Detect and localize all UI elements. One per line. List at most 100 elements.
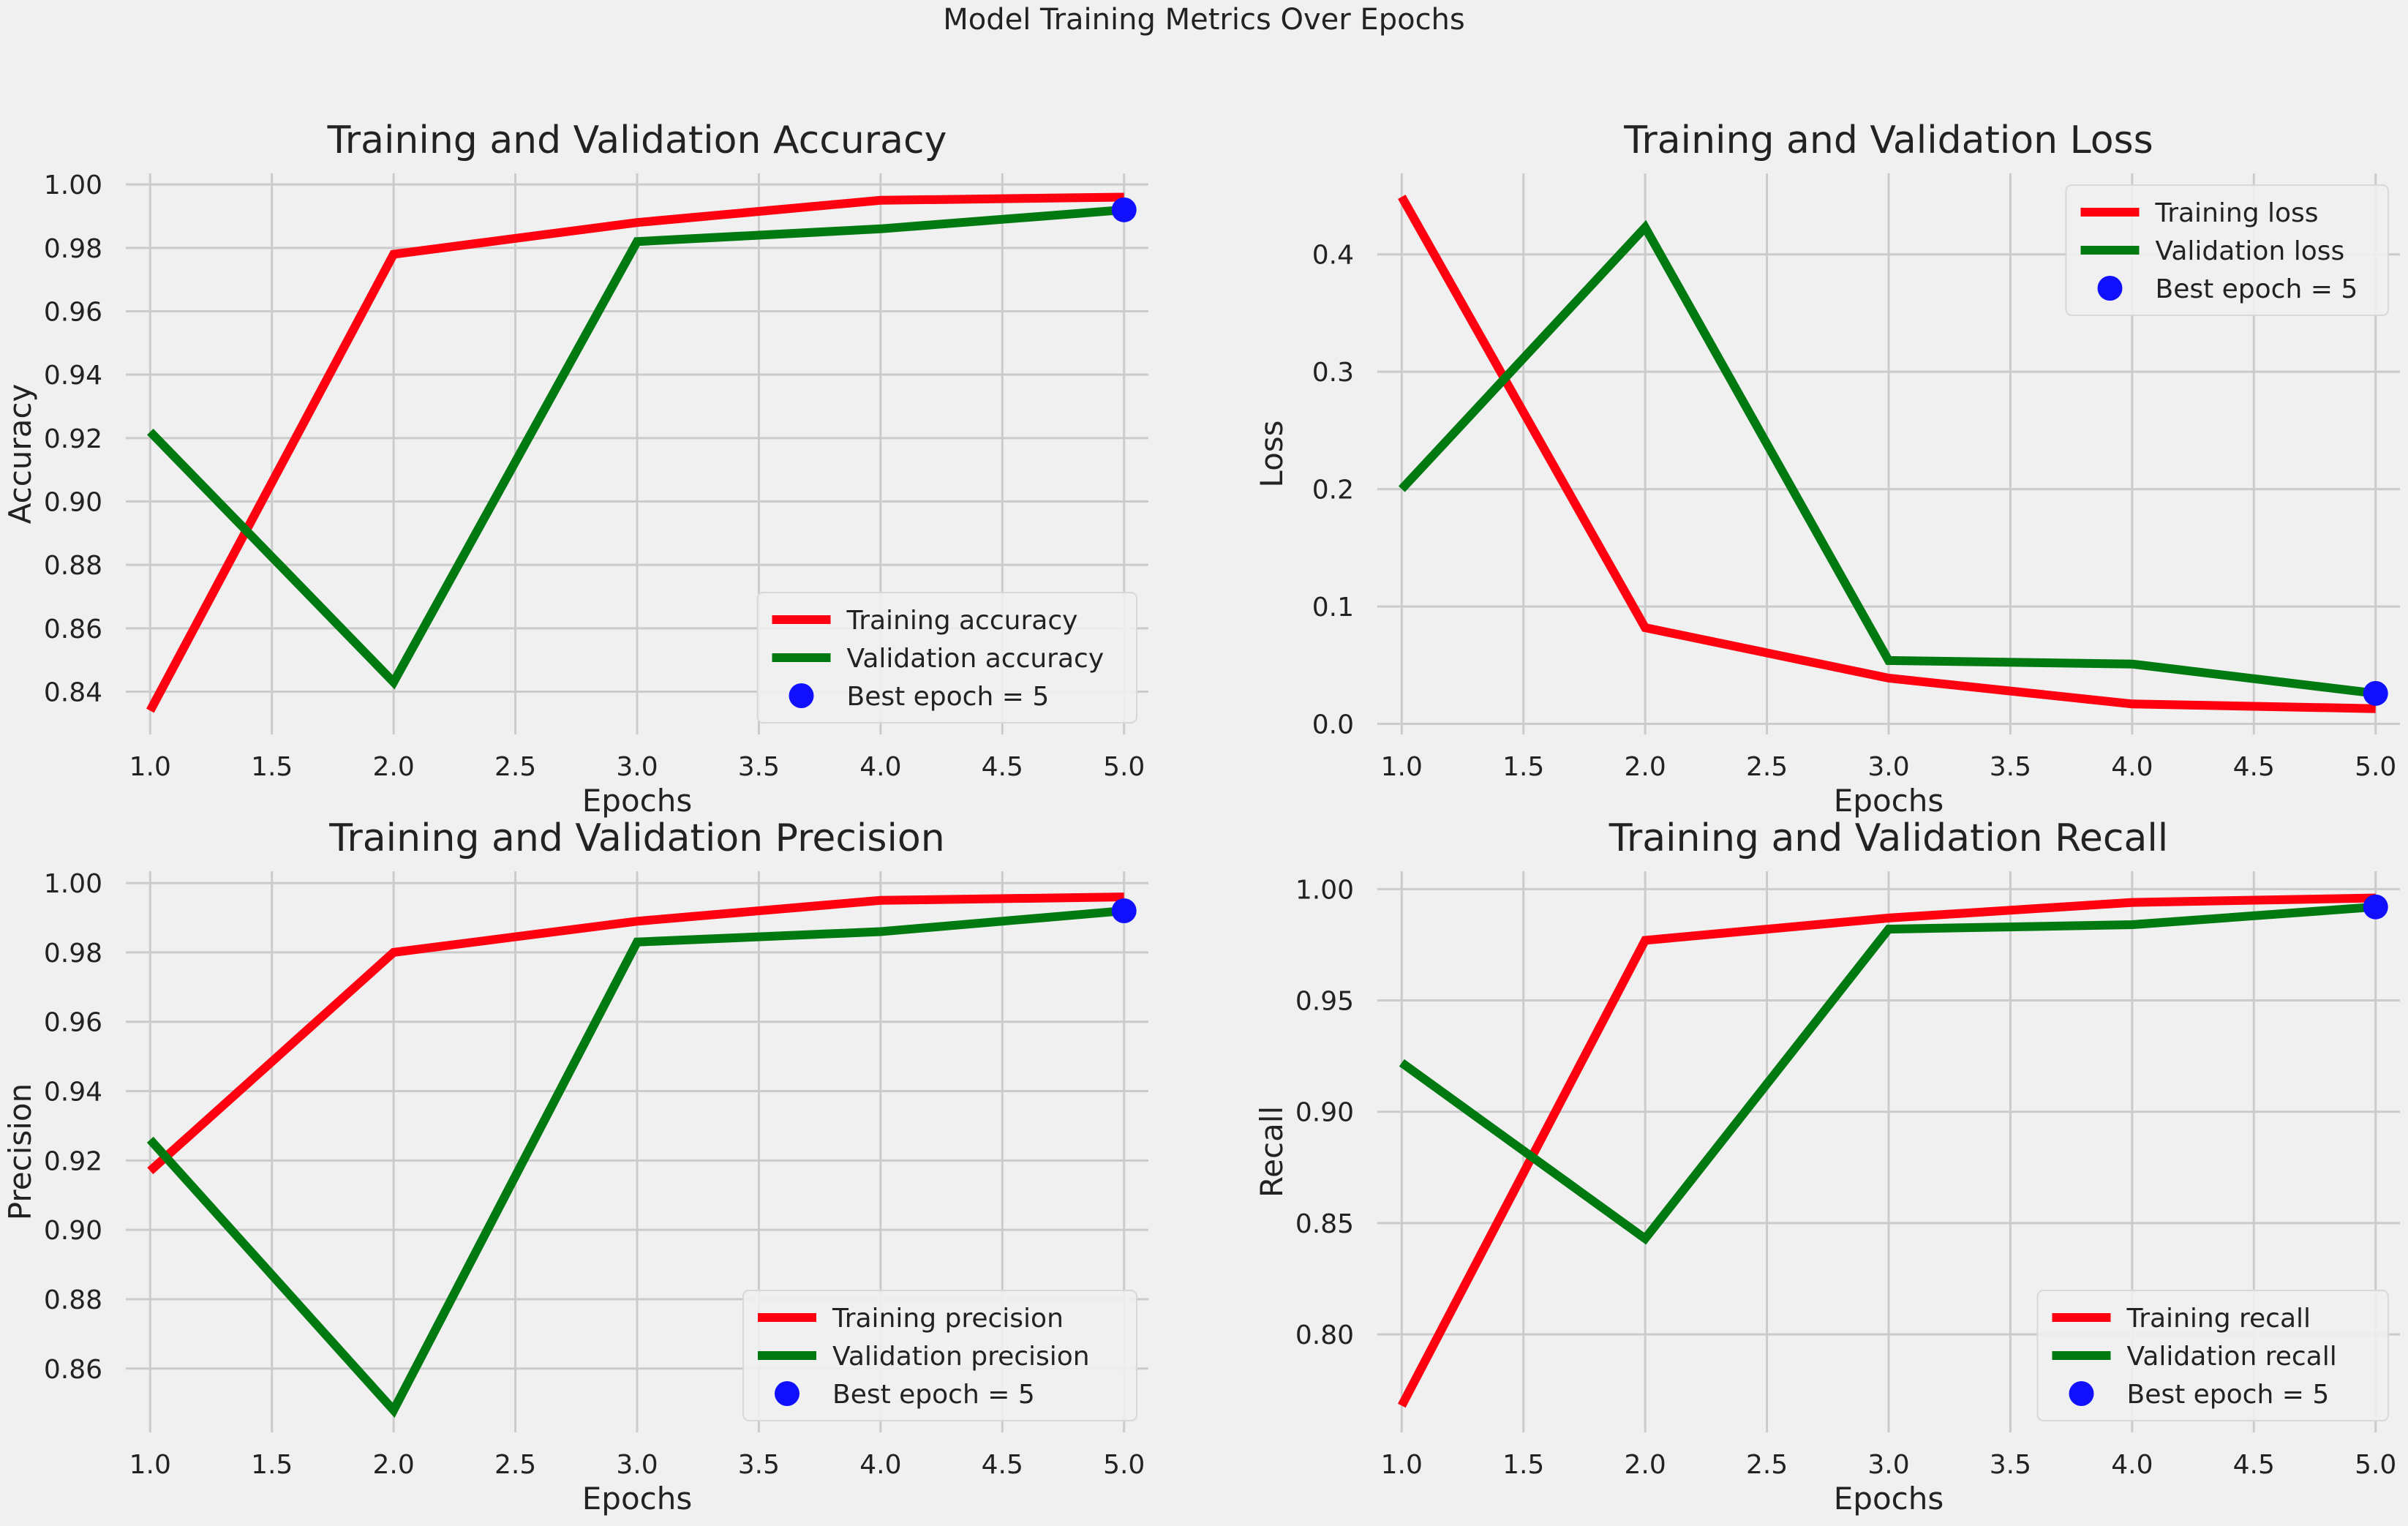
x-tick-label: 2.0	[1625, 752, 1666, 782]
x-tick-label: 3.0	[616, 752, 658, 782]
x-tick-label: 2.5	[1746, 1450, 1788, 1480]
legend-label: Best epoch = 5	[2156, 274, 2358, 304]
x-tick-label: 1.5	[1502, 1450, 1544, 1480]
x-tick-label: 1.0	[1381, 752, 1423, 782]
best-epoch-marker	[2363, 894, 2388, 920]
x-axis-label: Epochs	[582, 1481, 693, 1516]
x-tick-label: 4.0	[2111, 1450, 2153, 1480]
y-axis-label: Precision	[2, 1083, 38, 1220]
y-tick-label: 0.95	[1295, 987, 1354, 1017]
y-tick-label: 0.98	[44, 234, 102, 264]
chart-title: Training and Validation Accuracy	[327, 119, 947, 162]
best-epoch-marker	[1111, 197, 1137, 222]
x-tick-label: 3.5	[738, 752, 780, 782]
training-series-line	[146, 192, 1124, 713]
legend-label: Training loss	[2155, 198, 2319, 228]
y-tick-label: 0.88	[44, 1285, 102, 1315]
x-tick-label: 1.5	[251, 1450, 293, 1480]
x-axis-label: Epochs	[1834, 783, 1944, 819]
y-tick-label: 1.00	[44, 869, 102, 899]
x-tick-label: 2.5	[494, 1450, 536, 1480]
y-tick-label: 0.92	[44, 424, 102, 454]
legend-label: Best epoch = 5	[2127, 1380, 2330, 1410]
legend-label: Validation accuracy	[847, 644, 1105, 674]
y-tick-label: 1.00	[1295, 875, 1354, 905]
validation-series-line	[1399, 902, 2377, 1245]
legend-label: Best epoch = 5	[847, 682, 1050, 712]
chart-panel-1: 1.0 1.5 2.0 2.5 3.0 3.5 4.0 4.5 5.0 0.84 0.86 0.88 0…	[2, 119, 1148, 819]
chart-title: Training and Validation Loss	[1623, 119, 2153, 162]
y-tick-label: 0.90	[44, 488, 102, 518]
legend-swatch	[2069, 1381, 2094, 1406]
legend-swatch	[775, 1381, 799, 1406]
best-epoch-marker	[2363, 680, 2388, 706]
x-tick-label: 4.0	[859, 1450, 901, 1480]
y-tick-label: 0.90	[1295, 1098, 1354, 1128]
legend-label: Training precision	[832, 1304, 1064, 1334]
x-tick-label: 4.5	[982, 1450, 1023, 1480]
y-axis-label: Loss	[1254, 420, 1290, 487]
x-tick-label: 4.0	[2111, 752, 2153, 782]
x-tick-label: 3.5	[1990, 1450, 2031, 1480]
x-tick-label: 4.5	[982, 752, 1023, 782]
y-tick-label: 0.86	[44, 614, 102, 644]
legend: Training recall Validation recall Best epo…	[2036, 1290, 2389, 1421]
legend: Training precision Validation precision Be…	[742, 1290, 1137, 1421]
legend-box	[2036, 1290, 2389, 1421]
y-axis-label: Recall	[1254, 1106, 1290, 1198]
x-tick-label: 2.5	[494, 752, 536, 782]
y-tick-label: 0.90	[44, 1216, 102, 1246]
y-tick-label: 0.3	[1312, 358, 1354, 388]
validation-series-line	[146, 205, 1125, 690]
legend-label: Validation precision	[832, 1342, 1090, 1372]
x-tick-label: 2.0	[1625, 1450, 1666, 1480]
chart-title: Training and Validation Precision	[328, 816, 944, 860]
y-tick-label: 0.4	[1312, 241, 1354, 271]
legend: Training loss Validation loss Best epoch =…	[2065, 184, 2389, 316]
training-series-line	[1397, 893, 2376, 1408]
legend: Training accuracy Validation accuracy Best…	[756, 592, 1137, 723]
legend-label: Validation loss	[2156, 236, 2345, 266]
y-tick-label: 0.0	[1312, 710, 1354, 740]
x-tick-label: 4.5	[2233, 1450, 2275, 1480]
x-axis-label: Epochs	[1834, 1481, 1944, 1516]
x-tick-label: 1.5	[251, 752, 293, 782]
x-tick-label: 1.0	[129, 1450, 171, 1480]
x-axis-label: Epochs	[582, 783, 693, 819]
legend-swatch	[2097, 276, 2123, 301]
y-tick-label: 0.86	[44, 1355, 102, 1385]
figure-title: Model Training Metrics Over Epochs	[943, 3, 1465, 37]
legend-box	[742, 1290, 1137, 1421]
y-tick-label: 0.1	[1312, 593, 1354, 623]
x-tick-label: 3.0	[1867, 1450, 1909, 1480]
x-tick-label: 5.0	[1103, 1450, 1145, 1480]
legend-swatch	[789, 683, 814, 708]
x-tick-label: 5.0	[1103, 752, 1145, 782]
y-tick-label: 0.96	[44, 298, 102, 328]
y-axis-label: Accuracy	[2, 384, 38, 525]
legend-box	[756, 592, 1137, 723]
x-tick-label: 5.0	[2355, 1450, 2396, 1480]
training-series-line	[147, 892, 1124, 1175]
validation-series-line	[146, 906, 1125, 1418]
y-tick-label: 0.92	[44, 1146, 102, 1176]
chart-panel-2: 1.0 1.5 2.0 2.5 3.0 3.5 4.0 4.5 5.0 0.0 0.1 0.2 0.3 0…	[1254, 119, 2400, 819]
y-tick-label: 0.88	[44, 551, 102, 581]
validation-series-line	[1398, 219, 2377, 698]
training-series-line	[1398, 195, 2376, 713]
x-tick-label: 3.5	[738, 1450, 780, 1480]
x-tick-label: 4.5	[2233, 752, 2275, 782]
x-tick-label: 3.0	[616, 1450, 658, 1480]
x-tick-label: 2.0	[373, 752, 415, 782]
y-tick-label: 0.98	[44, 939, 102, 969]
legend-label: Training accuracy	[846, 606, 1078, 636]
x-tick-label: 5.0	[2355, 752, 2396, 782]
x-tick-label: 4.0	[859, 752, 901, 782]
chart-panel-4: 1.0 1.5 2.0 2.5 3.0 3.5 4.0 4.5 5.0 0.80 0.85 0.90 0…	[1254, 816, 2400, 1516]
y-tick-label: 0.96	[44, 1008, 102, 1038]
x-tick-label: 1.0	[129, 752, 171, 782]
best-epoch-marker	[1111, 898, 1137, 924]
chart-panel-3: 1.0 1.5 2.0 2.5 3.0 3.5 4.0 4.5 5.0 0.86 0.88 0.90 0…	[2, 816, 1148, 1516]
legend-label: Best epoch = 5	[832, 1380, 1035, 1410]
